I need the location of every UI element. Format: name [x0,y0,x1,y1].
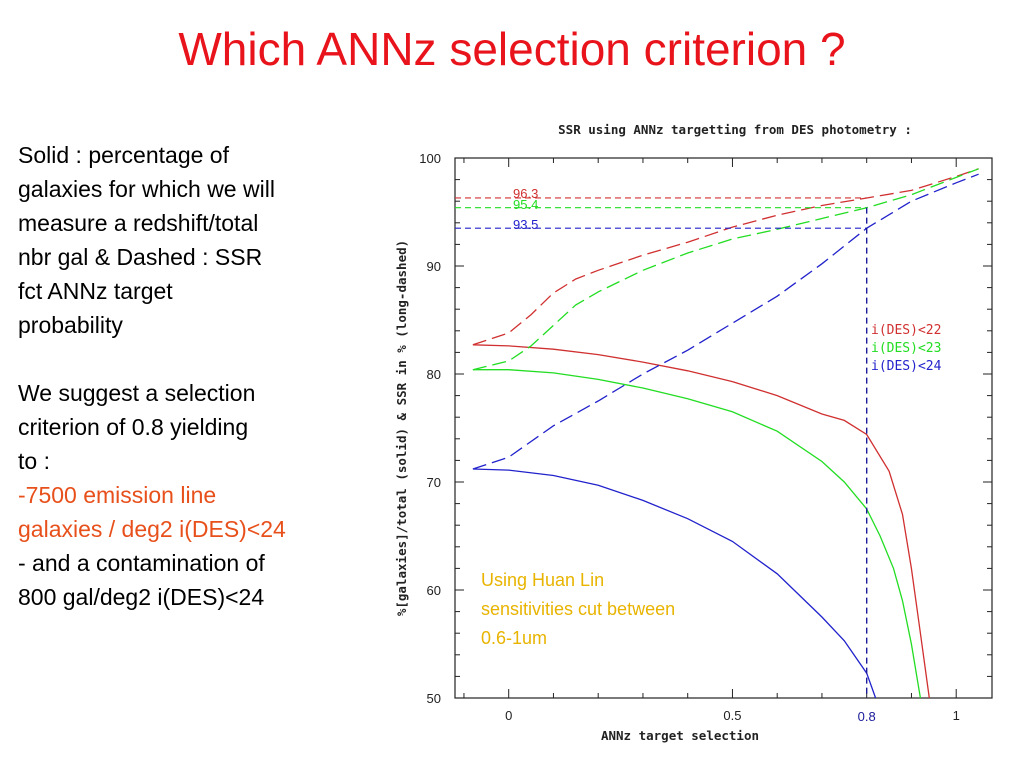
text-line: nbr gal & Dashed : SSR [18,244,263,270]
text-line: fct ANNz target [18,278,173,304]
annotation-line: Using Huan Lin [481,570,604,590]
ssr-label-red: 96.3 [513,186,538,201]
ssr-label-green: 95.4 [513,197,538,212]
series-line-dashed [472,168,979,346]
text-line: measure a redshift/total [18,210,259,236]
ssr-label-blue: 93.5 [513,217,538,232]
series-line-solid [472,369,922,699]
highlight-line: -7500 emission line [18,482,217,508]
series-line-dashed [472,173,979,470]
annotation-line: 0.6-1um [481,628,547,648]
x-axis: 0 0.5 1 [463,158,960,723]
text-line: to : [18,448,50,474]
y-tick-label: 50 [427,691,441,706]
legend-entry: i(DES)<24 [871,359,942,374]
y-tick-label: 80 [427,367,441,382]
y-tick-label: 70 [427,475,441,490]
series-line-solid [472,344,930,699]
text-line: - and a contamination of [18,550,265,576]
ssr-chart: SSR using ANNz targetting from DES photo… [394,122,993,743]
text-line: Solid : percentage of [18,142,229,168]
chart-title: SSR using ANNz targetting from DES photo… [558,122,912,137]
x-axis-label: ANNz target selection [601,728,759,743]
text-line: galaxies for which we will [18,176,275,202]
legend-entry: i(DES)<22 [871,323,941,338]
reference-lines [455,197,868,698]
x-tick-label: 1 [953,708,960,723]
y-tick-label: 100 [419,151,441,166]
text-line: We suggest a selection [18,380,256,406]
series-line-solid [472,468,877,699]
slide-title: Which ANNz selection criterion ? [178,23,846,75]
highlight-line: galaxies / deg2 i(DES)<24 [18,516,286,542]
text-line: criterion of 0.8 yielding [18,414,249,440]
series-layer [472,168,979,699]
text-line: 800 gal/deg2 i(DES)<24 [18,584,265,610]
y-tick-label: 90 [427,259,441,274]
series-line-dashed [472,168,979,371]
y-axis: 50 60 70 80 90 100 [419,151,992,706]
y-axis-label: %[galaxies]/total (solid) & SSR in % (lo… [394,240,409,616]
plot-frame [454,157,993,699]
cut-value-label: 0.8 [858,709,876,724]
y-tick-label: 60 [427,583,441,598]
legend-entry: i(DES)<23 [871,341,941,356]
annotation-line: sensitivities cut between [481,599,675,619]
text-line: probability [18,312,123,338]
x-tick-label: 0.5 [723,708,741,723]
left-text-block: Solid : percentage of galaxies for which… [18,138,383,614]
x-tick-label: 0 [505,708,512,723]
